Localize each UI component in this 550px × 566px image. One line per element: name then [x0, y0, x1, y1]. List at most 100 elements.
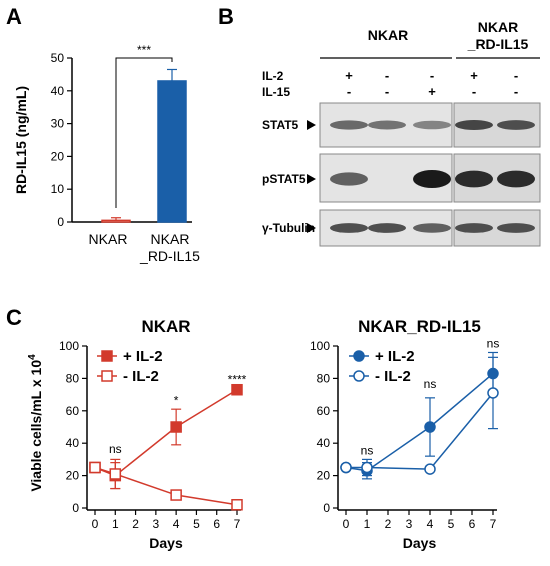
x-tick-label: 2 [132, 517, 139, 531]
x-category-label: _RD-IL15 [139, 248, 200, 264]
blot-band [455, 120, 493, 130]
x-tick-label: 2 [385, 517, 392, 531]
blot-band [413, 170, 451, 188]
group-label: _RD-IL15 [467, 36, 529, 52]
y-tick-label: 0 [72, 501, 79, 515]
blot-band [455, 170, 493, 188]
group-label: NKAR [478, 19, 518, 35]
condition-sign: - [514, 84, 518, 99]
x-tick-label: 1 [364, 517, 371, 531]
chart-title: NKAR_RD-IL15 [358, 317, 481, 336]
x-category-label: NKAR [151, 231, 190, 247]
condition-sign: - [385, 68, 389, 83]
x-tick-label: 6 [213, 517, 220, 531]
condition-label: IL-15 [262, 85, 290, 99]
x-tick-label: 0 [92, 517, 99, 531]
condition-sign: - [347, 84, 351, 99]
blot-band [330, 223, 368, 233]
data-point [170, 421, 182, 433]
x-axis-title: Days [149, 535, 183, 551]
condition-sign: - [472, 84, 476, 99]
data-point [340, 461, 352, 474]
legend-marker [353, 350, 365, 362]
x-tick-label: 4 [173, 517, 180, 531]
significance-label: ns [361, 444, 374, 458]
y-tick-label: 60 [66, 404, 80, 418]
blot-band [368, 120, 406, 130]
data-point [487, 387, 499, 399]
y-axis-title-text: Viable cells/mL x 10 [28, 360, 44, 492]
chart-title: NKAR [141, 317, 190, 336]
group-label: NKAR [368, 27, 408, 43]
y-tick-label: 30 [51, 117, 65, 131]
legend-label: + IL-2 [375, 348, 415, 365]
data-point [231, 383, 243, 396]
y-tick-label: 20 [66, 469, 80, 483]
data-point [231, 499, 243, 511]
blot-band [413, 223, 451, 233]
blot-label: γ-Tubulin [262, 221, 315, 235]
y-tick-label: 20 [51, 149, 65, 163]
data-point [424, 463, 436, 475]
condition-sign: + [428, 84, 436, 99]
x-category-label: NKAR [89, 231, 128, 247]
y-tick-label: 80 [66, 371, 80, 385]
data-point [424, 421, 436, 433]
bar [101, 219, 131, 223]
panel-a-letter: A [6, 4, 22, 29]
legend-label: + IL-2 [123, 348, 163, 365]
x-tick-label: 3 [153, 517, 160, 531]
x-axis-title: Days [403, 535, 437, 551]
significance-label: ns [109, 442, 122, 456]
legend-label: - IL-2 [375, 368, 411, 385]
data-point [170, 489, 182, 501]
y-tick-label: 20 [317, 469, 331, 483]
x-tick-label: 4 [427, 517, 434, 531]
y-axis-title: Viable cells/mL x 104 [27, 354, 44, 492]
x-tick-label: 6 [469, 517, 476, 531]
x-tick-label: 5 [193, 517, 200, 531]
legend-marker [353, 370, 365, 382]
y-tick-label: 100 [59, 339, 79, 353]
y-axis-title: RD-IL15 (ng/mL) [13, 86, 29, 194]
condition-sign: - [385, 84, 389, 99]
y-tick-label: 40 [317, 436, 331, 450]
blot-band [497, 120, 535, 130]
legend-marker [101, 350, 113, 362]
blot-label: STAT5 [262, 118, 299, 132]
x-tick-label: 3 [406, 517, 413, 531]
series-line [94, 466, 238, 506]
blot-band [368, 223, 406, 233]
y-tick-label: 10 [51, 182, 65, 196]
significance-label: ns [487, 337, 500, 351]
blot-band [455, 223, 493, 233]
condition-sign: + [345, 68, 353, 83]
legend-label: - IL-2 [123, 368, 159, 385]
x-tick-label: 0 [343, 517, 350, 531]
blot-band [413, 120, 451, 130]
condition-sign: - [514, 68, 518, 83]
blot-band [330, 172, 368, 186]
series-line [345, 372, 494, 472]
blot-label: pSTAT5 [262, 172, 306, 186]
significance-label: **** [228, 372, 247, 386]
y-tick-label: 40 [51, 84, 65, 98]
significance-bracket [115, 57, 173, 208]
y-tick-label: 60 [317, 404, 331, 418]
blot-arrow [307, 120, 316, 130]
y-tick-label: 0 [57, 215, 64, 229]
bar [157, 80, 187, 223]
x-tick-label: 7 [234, 517, 241, 531]
y-axis-title-exponent: 4 [27, 354, 38, 360]
blot-arrow [307, 223, 316, 233]
series-line [94, 389, 238, 477]
series-line [346, 392, 494, 470]
significance-label: ns [424, 377, 437, 391]
y-tick-label: 80 [317, 371, 331, 385]
legend-marker [101, 370, 113, 382]
condition-sign: - [430, 68, 434, 83]
